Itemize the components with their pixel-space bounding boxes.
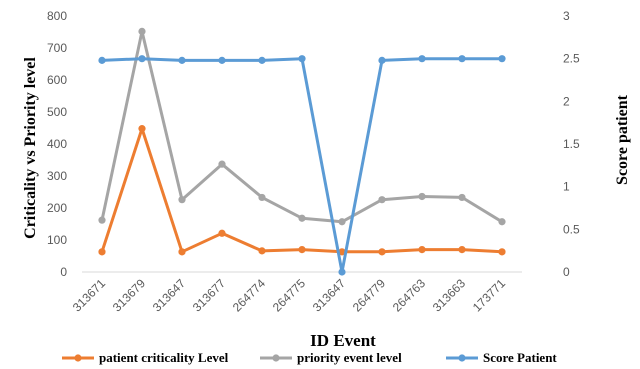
data-point xyxy=(378,248,386,256)
left-tick-label: 700 xyxy=(47,41,67,55)
x-tick-label: 264763 xyxy=(390,276,428,314)
series-0 xyxy=(98,125,506,256)
data-point xyxy=(178,248,186,256)
legend-marker xyxy=(272,354,280,362)
left-tick-label: 400 xyxy=(47,137,67,151)
data-point xyxy=(498,248,506,256)
series-2 xyxy=(98,55,506,276)
legend-label: priority event level xyxy=(297,350,402,365)
data-point xyxy=(458,55,466,63)
data-point xyxy=(298,214,306,222)
x-axis-title: ID Event xyxy=(310,331,376,350)
plot-area xyxy=(98,27,506,276)
left-axis-title: Criticality vs Priority level xyxy=(22,57,39,239)
data-point xyxy=(178,56,186,64)
data-point xyxy=(258,193,266,202)
x-tick-label: 313647 xyxy=(150,276,188,314)
right-tick-label: 2 xyxy=(563,94,570,108)
x-tick-label: 313671 xyxy=(70,276,108,314)
right-tick-label: 0.5 xyxy=(563,222,580,236)
data-point xyxy=(378,196,386,204)
series-line xyxy=(101,57,502,274)
legend-item: Score Patient xyxy=(446,350,557,365)
right-axis-title: Score patient xyxy=(614,94,631,185)
data-point xyxy=(418,246,426,254)
data-point xyxy=(418,192,426,201)
left-tick-label: 500 xyxy=(47,105,67,119)
x-tick-label: 313679 xyxy=(110,276,148,314)
right-tick-label: 2.5 xyxy=(563,52,580,66)
data-point xyxy=(498,218,506,226)
data-point xyxy=(178,196,186,204)
left-tick-label: 200 xyxy=(47,201,67,215)
data-point xyxy=(98,56,106,64)
left-tick-label: 300 xyxy=(47,169,67,183)
data-point xyxy=(338,248,346,256)
data-point xyxy=(218,160,226,168)
left-tick-label: 100 xyxy=(47,233,67,247)
data-point xyxy=(138,55,146,63)
data-point xyxy=(258,247,266,255)
x-tick-label: 264774 xyxy=(230,276,268,314)
left-axis-ticks: 0 100 200 300 400 500 600 700 800 xyxy=(47,9,67,279)
data-point xyxy=(138,125,146,133)
data-point xyxy=(258,56,266,64)
data-point xyxy=(298,55,306,63)
right-axis-ticks: 0 0.5 1 1.5 2 2.5 3 xyxy=(563,9,580,279)
data-point xyxy=(98,216,106,224)
data-point xyxy=(338,218,346,226)
right-tick-label: 3 xyxy=(563,9,570,23)
x-tick-label: 313663 xyxy=(430,276,468,314)
x-tick-label: 313677 xyxy=(190,276,228,314)
right-tick-label: 0 xyxy=(563,265,570,279)
left-tick-label: 0 xyxy=(60,265,67,279)
series-1 xyxy=(98,27,506,226)
legend-marker xyxy=(458,354,466,362)
data-point xyxy=(378,56,386,64)
data-point xyxy=(458,193,466,202)
right-tick-label: 1 xyxy=(563,180,570,194)
legend-label: patient criticality Level xyxy=(99,350,229,365)
x-axis-ticks: 313671 313679 313647 313677 264774 264775 3136… xyxy=(70,271,522,314)
left-tick-label: 800 xyxy=(47,9,67,23)
data-point xyxy=(218,56,226,64)
legend-label: Score Patient xyxy=(483,350,557,365)
legend-item: patient criticality Level xyxy=(62,350,229,365)
legend: patient criticality Level priority event … xyxy=(62,350,557,365)
data-point xyxy=(98,248,106,256)
legend-item: priority event level xyxy=(260,350,402,365)
x-tick-label: 173771 xyxy=(470,276,508,314)
x-tick-label: 313647 xyxy=(310,276,348,314)
legend-marker xyxy=(74,354,82,362)
series-line xyxy=(100,127,503,254)
left-tick-label: 600 xyxy=(47,73,67,87)
x-tick-label: 264775 xyxy=(270,276,308,314)
right-tick-label: 1.5 xyxy=(563,137,580,151)
data-point xyxy=(418,55,426,63)
x-tick-label: 264779 xyxy=(350,276,388,314)
data-point xyxy=(298,246,306,254)
data-point xyxy=(458,246,466,254)
data-point xyxy=(338,268,346,276)
data-point xyxy=(218,229,226,237)
data-point xyxy=(138,27,146,35)
data-point xyxy=(498,55,506,63)
